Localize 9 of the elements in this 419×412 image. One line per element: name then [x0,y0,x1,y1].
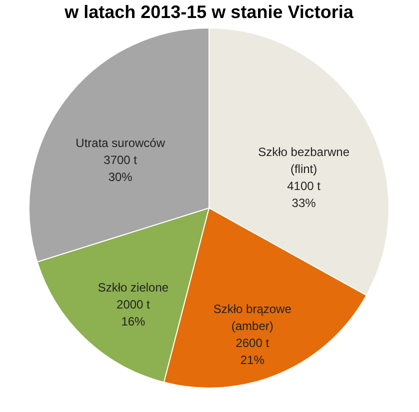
data-label: 2600 t 21% [236,336,270,368]
data-label: 2000 t 16% [116,298,151,329]
slice-label: Szkło bezbarwne (flint) [258,145,350,176]
chart-title: w latach 2013-15 w stanie Victoria [64,2,354,22]
slice-label: Szkło zielone [98,280,169,295]
slice-label: Szkło brązowe (amber) [213,302,292,334]
data-label: 4100 t 33% [287,179,322,210]
slice-label: Utrata surowców [76,136,166,150]
data-label: 3700 t 30% [104,152,138,184]
